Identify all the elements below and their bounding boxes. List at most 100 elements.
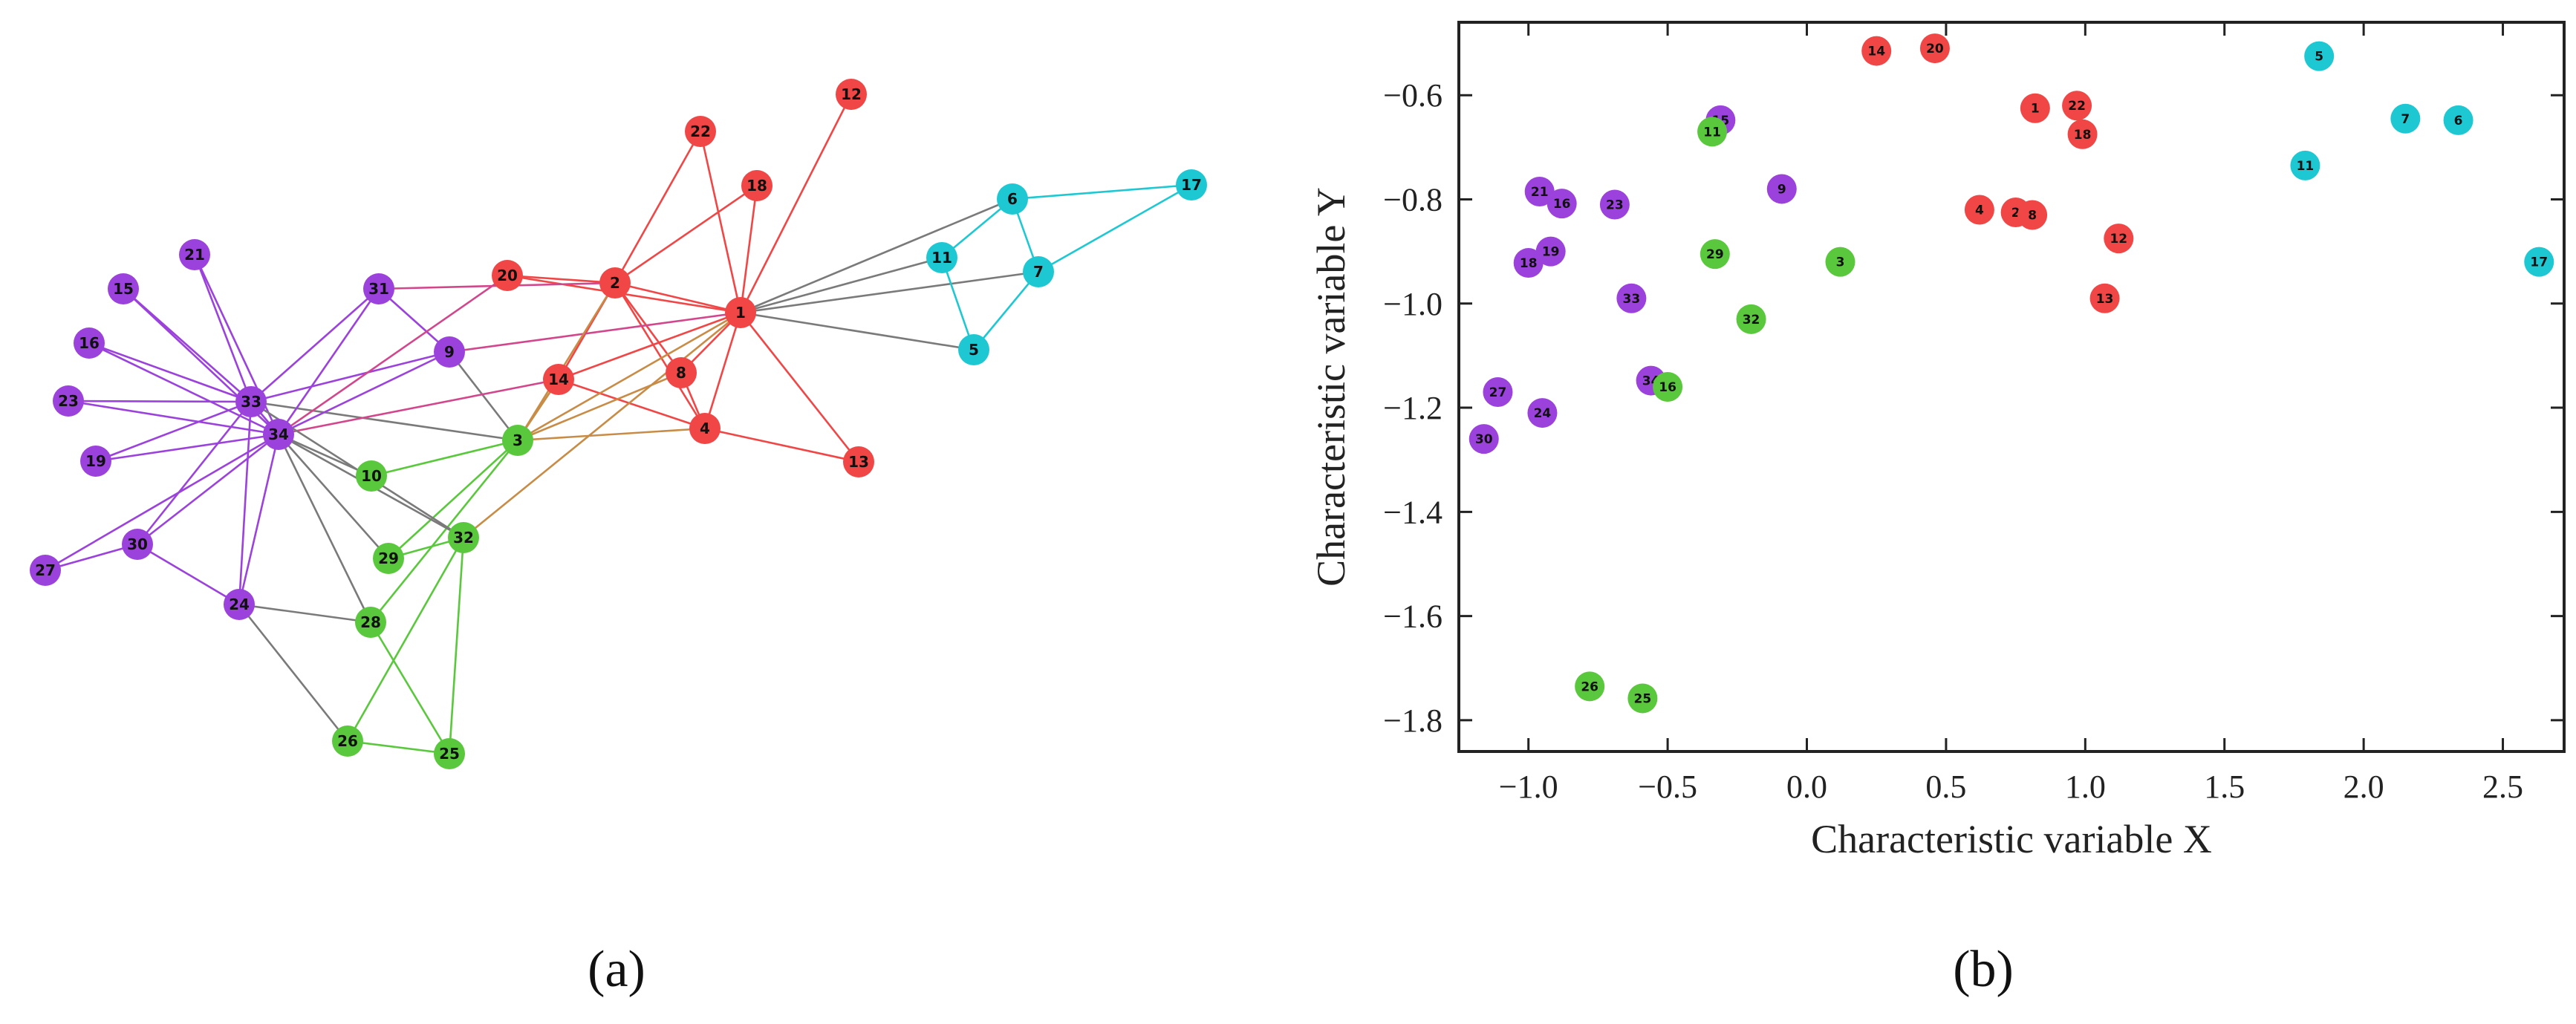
scatter-point-17: 17 [2524, 247, 2554, 277]
network-node-34: 34 [263, 419, 294, 450]
scatter-point-label: 16 [1659, 380, 1676, 395]
network-node-label: 22 [690, 123, 711, 140]
scatter-point-circle [1861, 36, 1892, 66]
scatter-point-circle [2020, 93, 2050, 123]
network-node-circle [492, 260, 523, 291]
network-edge-1-3 [517, 311, 741, 442]
network-node-21: 21 [179, 239, 210, 270]
scatter-point-label: 18 [1520, 256, 1538, 271]
scatter-point-5: 5 [2304, 41, 2335, 71]
network-node-label: 3 [513, 431, 523, 449]
network-node-label: 26 [337, 732, 358, 750]
network-node-circle [53, 385, 84, 417]
network-edge-1-7 [740, 270, 1039, 314]
y-tick-label: −1.4 [1383, 494, 1443, 530]
scatter-point-circle [2089, 283, 2120, 313]
network-node-label: 17 [1181, 176, 1202, 194]
scatter-point-label: 4 [1975, 203, 1984, 218]
network-node-circle [373, 543, 404, 574]
network-node-31: 31 [363, 273, 394, 304]
x-tick-label: 1.5 [2204, 769, 2245, 805]
network-node-circle [543, 364, 574, 395]
scatter-point-label: 33 [1623, 292, 1641, 307]
network-node-label: 1 [735, 304, 746, 322]
scatter-point-11: 11 [1697, 117, 1728, 147]
network-node-6: 6 [997, 183, 1028, 215]
network-node-circle [122, 529, 153, 560]
scatter-point-circle [1524, 176, 1555, 206]
scatter-point-label: 11 [1703, 125, 1721, 140]
network-edge-30-33 [136, 401, 253, 545]
network-node-label: 34 [268, 425, 289, 443]
network-node-15: 15 [108, 273, 139, 304]
x-tick-label: 2.5 [2482, 769, 2523, 805]
network-edge-25-32 [448, 537, 465, 754]
network-node-5: 5 [958, 334, 989, 365]
network-node-label: 6 [1007, 190, 1018, 208]
network-edge-5-7 [972, 271, 1040, 350]
scatter-point-label: 16 [1553, 197, 1571, 212]
scatter-point-circle [1599, 189, 1630, 220]
network-node-20: 20 [492, 260, 523, 291]
y-tick-label: −1.0 [1383, 286, 1443, 322]
y-tick-label: −1.6 [1383, 599, 1443, 635]
scatter-point-label: 11 [2297, 159, 2315, 174]
network-edge-3-28 [369, 440, 519, 623]
scatter-point-18: 18 [2067, 119, 2098, 149]
network-node-circle [434, 738, 465, 769]
network-node-7: 7 [1023, 256, 1054, 287]
scatter-point-label: 32 [1743, 313, 1760, 327]
network-edge-25-26 [347, 740, 450, 755]
network-edge-2-20 [507, 274, 616, 284]
network-edge-3-4 [517, 427, 706, 442]
network-edge-1-32 [463, 311, 741, 539]
network-edge-3-29 [388, 440, 518, 559]
network-node-33: 33 [235, 386, 267, 417]
network-edge-31-33 [250, 288, 380, 402]
y-tick-label: −0.6 [1383, 77, 1443, 114]
network-node-label: 18 [747, 177, 767, 195]
network-node-circle [235, 386, 267, 417]
network-node-circle [689, 413, 721, 444]
network-node-label: 2 [610, 274, 620, 292]
network-node-label: 14 [548, 371, 569, 388]
network-node-circle [332, 725, 363, 757]
network-edge-1-11 [740, 256, 943, 314]
network-node-label: 31 [368, 280, 389, 298]
scatter-point-label: 23 [1606, 198, 1624, 213]
scatter-point-label: 20 [1926, 42, 1944, 56]
network-node-label: 27 [35, 561, 56, 579]
scatter-point-20: 20 [1919, 33, 1950, 64]
y-tick-label: −0.8 [1383, 181, 1443, 218]
scatter-point-label: 18 [2074, 128, 2092, 143]
scatter-point-6: 6 [2443, 105, 2473, 135]
network-edge-23-33 [68, 400, 252, 403]
network-node-label: 30 [127, 535, 148, 553]
scatter-point-label: 8 [2028, 209, 2037, 224]
network-edge-24-34 [238, 434, 280, 605]
network-edge-1-9 [449, 311, 741, 353]
network-edge-28-34 [277, 434, 372, 623]
scatter-point-label: 2 [2011, 206, 2020, 221]
network-node-2: 2 [599, 267, 631, 299]
network-node-circle [30, 555, 61, 586]
scatter-point-label: 13 [2096, 292, 2114, 307]
x-tick-label: −0.5 [1638, 769, 1697, 805]
y-axis-label: Characteristic variable Y [1309, 187, 1353, 587]
scatter-point-circle [2290, 150, 2320, 180]
scatter-point-22: 22 [2062, 91, 2092, 121]
network-edge-1-5 [740, 311, 975, 351]
scatter-point-label: 12 [2110, 232, 2127, 247]
scatter-point-circle [2304, 41, 2335, 71]
network-edge-19-34 [95, 433, 279, 463]
network-node-label: 13 [848, 453, 869, 471]
network-edge-19-33 [95, 400, 252, 463]
network-node-circle [741, 170, 773, 201]
network-node-4: 4 [689, 413, 721, 444]
network-edge-21-33 [193, 254, 253, 402]
scatter-point-label: 3 [1836, 255, 1845, 270]
scatter-point-label: 21 [1531, 185, 1549, 200]
network-node-1: 1 [725, 297, 756, 328]
scatter-points: 1420122184281213576111715921162319183327… [1468, 33, 2554, 714]
